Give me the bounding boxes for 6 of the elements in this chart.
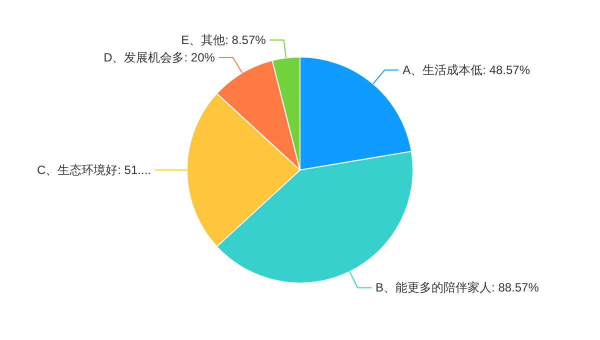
- slice-label: D、发展机会多: 20%: [104, 50, 216, 64]
- slice-label: A、生活成本低: 48.57%: [402, 63, 530, 78]
- pie-slice: [216, 60, 300, 170]
- slice-label: B、能更多的陪伴家人: 88.57%: [376, 280, 540, 295]
- slice-label: C、生态环境好: 51....: [36, 163, 151, 177]
- slice-label: E、其他: 8.57%: [181, 33, 266, 48]
